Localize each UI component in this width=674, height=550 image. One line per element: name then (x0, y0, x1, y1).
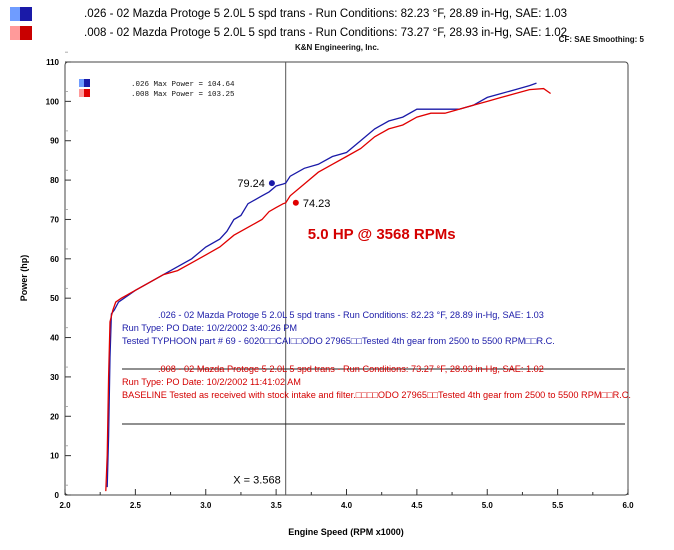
y-tick-label: 0 (55, 491, 60, 500)
plot-frame (64, 61, 629, 496)
y-tick-label: 80 (50, 176, 59, 185)
x-tick-label: 6.0 (622, 501, 634, 510)
y-tick-label: 60 (50, 255, 59, 264)
header: .026 - 02 Mazda Protoge 5 2.0L 5 spd tra… (0, 0, 674, 58)
header-run-text: .008 - 02 Mazda Protoge 5 2.0L 5 spd tra… (84, 27, 567, 39)
series-lines (105, 82, 551, 492)
legend: .026 Max Power = 104.64 .008 Max Power = … (79, 79, 235, 99)
x-tick-label: 3.5 (271, 501, 283, 510)
x-axis-label: Engine Speed (RPM x1000) (288, 527, 404, 537)
company-name: K&N Engineering, Inc. (294, 43, 379, 52)
cursor-label: X = 3.568 (233, 475, 280, 487)
y-tick-label: 10 (50, 452, 59, 461)
legend-entry-2: .008 Max Power = 103.25 (131, 91, 235, 99)
legend-entry-1: .026 Max Power = 104.64 (131, 81, 235, 89)
run-notes: .026 - 02 Mazda Protoge 5 2.0L 5 spd tra… (122, 310, 631, 425)
data-label-1: 79.24 (237, 178, 265, 190)
y-tick-label: 110 (46, 58, 59, 67)
note-line: Tested TYPHOON part # 69 - 6020□□CAI□□OD… (122, 336, 555, 346)
note-line: Run Type: PO Date: 10/2/2002 3:40:26 PM (122, 323, 297, 333)
note-line: .026 - 02 Mazda Protoge 5 2.0L 5 spd tra… (158, 310, 544, 320)
note-line: Run Type: PO Date: 10/2/2002 11:41:02 AM (122, 377, 301, 387)
legend-swatch-light (79, 89, 84, 97)
note-line: BASELINE Tested as received with stock i… (122, 390, 631, 400)
swatch-icon (10, 26, 32, 40)
swatch-icon (10, 7, 32, 21)
x-tick-label: 3.0 (200, 501, 212, 510)
y-tick-label: 40 (50, 334, 59, 343)
axes: 2.0 2.5 3.0 3.5 4.0 4.5 5.0 5.5 6.0 0 10 20 30 40 50 60… (46, 51, 634, 510)
legend-swatch-light (79, 79, 84, 87)
y-tick-label: 50 (50, 294, 59, 303)
legend-swatch-dark (84, 79, 90, 87)
x-tick-label: 5.5 (552, 501, 564, 510)
power-gain-annotation: 5.0 HP @ 3568 RPMs (308, 226, 456, 243)
y-tick-label: 90 (50, 137, 59, 146)
x-tick-label: 4.5 (411, 501, 423, 510)
data-point-2 (292, 199, 299, 206)
x-tick-label: 5.0 (482, 501, 494, 510)
legend-swatch-dark (84, 89, 90, 97)
data-point-1 (268, 180, 275, 187)
header-run-text: .026 - 02 Mazda Protoge 5 2.0L 5 spd tra… (84, 8, 567, 20)
data-marks: 79.24 74.23 5.0 HP @ 3568 RPMs (237, 178, 455, 243)
x-tick-label: 2.5 (130, 501, 142, 510)
header-run-1: .026 - 02 Mazda Protoge 5 2.0L 5 spd tra… (10, 4, 567, 24)
header-run-2: .008 - 02 Mazda Protoge 5 2.0L 5 spd tra… (10, 23, 567, 43)
data-label-2: 74.23 (303, 198, 331, 210)
series-line-2 (105, 87, 551, 492)
y-tick-label: 30 (50, 373, 59, 382)
x-tick-label: 4.0 (341, 501, 353, 510)
note-line: .008 - 02 Mazda Protoge 5 2.0L 5 spd tra… (158, 364, 544, 374)
y-tick-label: 20 (50, 412, 59, 421)
correction-note: CF: SAE Smoothing: 5 (558, 35, 644, 44)
y-tick-label: 100 (46, 97, 60, 106)
y-axis-label: Power (hp) (19, 255, 29, 302)
x-tick-label: 2.0 (59, 501, 71, 510)
y-tick-label: 70 (50, 215, 59, 224)
